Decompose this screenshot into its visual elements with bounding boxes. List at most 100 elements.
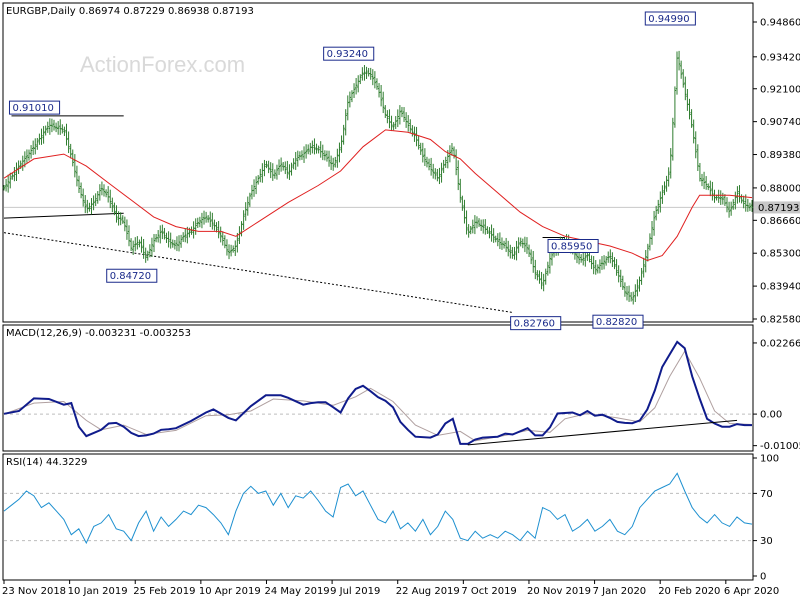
price-bar: [613, 257, 616, 270]
price-bar: [398, 105, 402, 125]
price-bar: [181, 232, 185, 242]
price-bar: [652, 210, 656, 236]
price-bar: [119, 212, 122, 226]
price-bar: [423, 148, 427, 166]
price-bar: [457, 160, 460, 191]
price-bar: [371, 69, 374, 86]
price-bar: [494, 235, 497, 243]
price-bar: [148, 244, 152, 258]
price-bar: [169, 232, 172, 249]
price-bar: [146, 250, 149, 261]
annotation-box: [510, 316, 562, 331]
price-bar: [598, 259, 602, 274]
price-bar: [71, 149, 74, 167]
price-bar: [131, 240, 135, 255]
price-bar: [244, 202, 247, 221]
price-bar: [632, 291, 635, 305]
price-bar: [229, 244, 233, 257]
price-bar: [288, 164, 291, 180]
price-bar: [36, 137, 39, 150]
price-bar: [432, 163, 435, 179]
price-bar: [138, 239, 141, 248]
price-y-tick-label: 0.85300: [760, 249, 800, 260]
price-bar: [159, 225, 162, 244]
price-bar: [61, 124, 64, 134]
price-bar: [392, 122, 395, 131]
price-bar: [142, 238, 145, 259]
price-panel-frame: [2, 2, 754, 323]
annotation-box: [8, 100, 61, 115]
price-y-tick-label: 0.94860: [760, 18, 800, 29]
price-bar: [725, 197, 729, 213]
price-bar: [209, 211, 212, 228]
rsi-line: [3, 472, 753, 545]
price-y-tick-label: 0.82580: [760, 315, 800, 326]
price-bar: [200, 212, 204, 229]
price-bar: [471, 219, 475, 234]
annotation-box: [592, 314, 644, 329]
macd-trendline: [467, 419, 738, 446]
annotation-label: 0.91010: [12, 103, 53, 114]
price-annotation: 0.85950: [547, 238, 599, 253]
price-bar: [517, 237, 520, 254]
price-bar: [479, 219, 483, 231]
price-bar: [194, 218, 197, 235]
price-bar: [171, 239, 174, 248]
price-annotation: 0.93240: [323, 46, 375, 61]
price-bar: [596, 264, 600, 274]
price-y-tick-label: 0.92100: [760, 84, 800, 95]
price-bar: [304, 144, 308, 159]
price-bar: [236, 232, 239, 253]
price-bar: [546, 261, 550, 276]
x-tick-label: 7 Jan 2020: [593, 586, 647, 597]
price-bar: [2, 185, 6, 191]
price-bar: [217, 220, 220, 239]
price-bar: [77, 175, 81, 194]
price-bar: [442, 159, 445, 174]
rsi-header: RSI(14) 44.3229: [6, 457, 87, 468]
price-bar: [488, 227, 491, 239]
price-bar: [609, 249, 612, 264]
price-bar: [402, 107, 406, 122]
price-bar: [671, 117, 675, 161]
price-bar: [661, 185, 664, 204]
price-header: EURGBP,Daily 0.86974 0.87229 0.86938 0.8…: [6, 6, 254, 17]
annotation-label: 0.84720: [110, 271, 151, 282]
price-bar: [238, 226, 241, 245]
price-bar: [684, 76, 687, 101]
price-bar: [496, 233, 500, 247]
price-bar: [65, 123, 68, 146]
price-bar: [698, 162, 702, 182]
price-bar: [27, 149, 31, 161]
rsi-lines: [3, 472, 753, 545]
price-bar: [540, 271, 543, 290]
price-bar: [669, 148, 672, 179]
price-bar: [509, 244, 512, 259]
price-bar: [444, 156, 447, 168]
price-annotation: 0.91010: [8, 100, 61, 115]
price-bar: [90, 198, 93, 215]
price-bar: [667, 167, 670, 187]
price-bar: [577, 252, 581, 265]
price-bar: [382, 91, 385, 114]
price-bar: [92, 195, 95, 211]
price-bar: [234, 240, 237, 256]
price-bar: [727, 201, 731, 218]
price-bar: [594, 260, 597, 275]
price-bar: [152, 234, 156, 253]
price-bar: [31, 140, 35, 155]
annotation-box: [547, 238, 599, 253]
price-bar: [538, 270, 541, 284]
price-bar: [396, 109, 399, 128]
x-tick-label: 6 Apr 2020: [724, 586, 779, 597]
price-bar: [177, 235, 181, 252]
price-bar: [254, 176, 258, 195]
price-bar: [644, 249, 647, 273]
price-bar: [184, 228, 187, 243]
price-bar: [104, 189, 108, 198]
price-bar: [365, 66, 368, 79]
price-bar: [621, 275, 625, 290]
price-y-tick-label: 0.90740: [760, 117, 800, 128]
price-bar: [50, 118, 54, 133]
price-bar: [323, 150, 327, 161]
